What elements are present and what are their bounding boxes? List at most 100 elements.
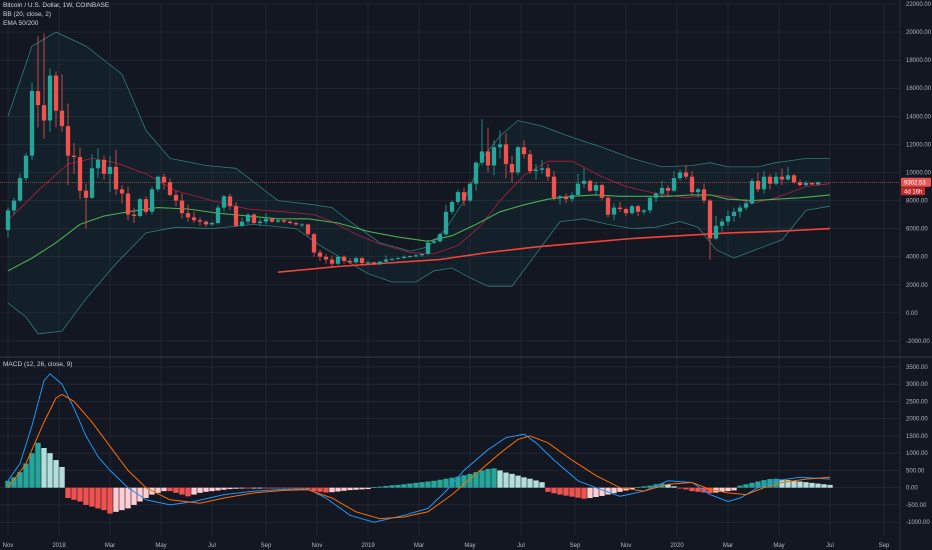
candle-body — [407, 256, 413, 258]
macd-histogram-bar — [383, 485, 389, 488]
candle-body — [179, 200, 185, 214]
candle-body — [431, 241, 437, 243]
macd-histogram-bar — [797, 481, 803, 488]
price-tick-label: 16000.00 — [906, 86, 932, 92]
symbol-title: Bitcoin / U.S. Dollar, 1W, COINBASE — [3, 2, 110, 9]
candle-body — [35, 91, 41, 106]
macd-histogram-bar — [287, 487, 293, 489]
time-tick-label: Nov — [312, 543, 323, 549]
time-tick-label: Jul — [517, 543, 525, 549]
macd-histogram-bar — [5, 480, 11, 488]
candle-body — [191, 217, 197, 221]
candle-body — [605, 197, 611, 215]
macd-histogram-bar — [413, 482, 419, 488]
macd-histogram-bar — [155, 487, 161, 493]
macd-histogram-bar — [671, 486, 677, 488]
candle-body — [749, 180, 755, 204]
bb-legend[interactable]: BB (20, close, 2) — [3, 11, 52, 18]
candle-body — [629, 206, 635, 214]
candle-body — [251, 214, 257, 224]
time-tick-label: 2018 — [52, 543, 66, 549]
macd-tick-label: 2500.00 — [906, 399, 928, 405]
macd-histogram-bar — [221, 487, 227, 490]
macd-histogram-bar — [563, 487, 569, 496]
time-tick-label: Nov — [3, 543, 14, 549]
macd-histogram-bar — [461, 475, 467, 488]
macd-histogram-bar — [545, 487, 551, 492]
ema-200-line — [277, 227, 831, 273]
candle-body — [641, 210, 647, 212]
macd-histogram-bar — [197, 487, 203, 493]
macd-histogram-bar — [575, 487, 581, 498]
macd-histogram-bar — [233, 487, 239, 489]
macd-histogram-bar — [785, 480, 791, 488]
candle-body — [263, 218, 269, 222]
candle-body — [533, 169, 539, 172]
macd-histogram-bar — [635, 486, 641, 488]
candle-body — [695, 189, 701, 193]
macd-histogram-bar — [449, 477, 455, 488]
candle-body — [299, 224, 305, 226]
macd-histogram-bar — [533, 480, 539, 488]
candle-body — [383, 259, 389, 262]
macd-histogram-bar — [341, 487, 347, 491]
macd-histogram-bar — [215, 487, 221, 491]
candle-body — [647, 197, 653, 211]
macd-tick-label: 1000.00 — [906, 451, 928, 457]
price-tick-label: 8000.00 — [906, 199, 928, 205]
macd-histogram-bar — [689, 487, 695, 492]
macd-histogram-bar — [821, 484, 827, 488]
candle-body — [89, 168, 95, 198]
macd-histogram-bar — [773, 478, 779, 488]
candle-body — [725, 216, 731, 222]
last-price-label: 9302.53 — [904, 180, 926, 186]
candle-body — [503, 144, 509, 165]
macd-histogram-bar — [275, 487, 281, 489]
macd-histogram-bar — [503, 472, 509, 488]
macd-histogram-bar — [743, 484, 749, 488]
macd-histogram-bar — [725, 487, 731, 492]
candle-body — [467, 183, 473, 201]
macd-histogram-bar — [803, 482, 809, 488]
candle-body — [479, 151, 485, 163]
macd-tick-label: -500.00 — [906, 503, 927, 509]
candle-body — [569, 194, 575, 200]
countdown-label: 4d 16h — [904, 189, 922, 195]
macd-histogram-bar — [677, 487, 683, 489]
candle-body — [245, 214, 251, 222]
macd-histogram-bar — [41, 448, 47, 488]
macd-histogram-bar — [455, 476, 461, 488]
candle-body — [689, 176, 695, 193]
price-tick-label: 20000.00 — [906, 30, 932, 36]
candle-body — [371, 262, 377, 264]
candle-body — [713, 225, 719, 239]
candle-body — [275, 220, 281, 222]
candle-body — [683, 172, 689, 177]
time-tick-label: Sep — [261, 543, 272, 549]
candle-body — [779, 176, 785, 180]
macd-histogram-bar — [467, 473, 473, 488]
macd-histogram-bar — [245, 487, 251, 489]
macd-histogram-bar — [611, 487, 617, 494]
candle-body — [347, 260, 353, 263]
ema-legend[interactable]: EMA 50/200 — [3, 20, 39, 27]
candle-body — [101, 159, 107, 174]
candle-body — [707, 200, 713, 239]
candle-body — [491, 147, 497, 166]
macd-histogram-bar — [227, 487, 233, 490]
candle-body — [11, 200, 17, 211]
candle-body — [59, 110, 65, 127]
macd-histogram-bar — [479, 470, 485, 488]
macd-histogram-bar — [389, 485, 395, 488]
macd-histogram-bar — [257, 487, 263, 489]
macd-legend[interactable]: MACD (12, 26, close, 9) — [3, 361, 73, 368]
candle-body — [515, 147, 521, 173]
macd-histogram-bar — [473, 472, 479, 488]
macd-histogram-bar — [305, 487, 311, 490]
candle-body — [23, 155, 29, 179]
macd-tick-label: 500.00 — [906, 468, 925, 474]
macd-histogram-bar — [497, 470, 503, 488]
candle-body — [305, 224, 311, 235]
time-tick-label: Mar — [414, 543, 424, 549]
